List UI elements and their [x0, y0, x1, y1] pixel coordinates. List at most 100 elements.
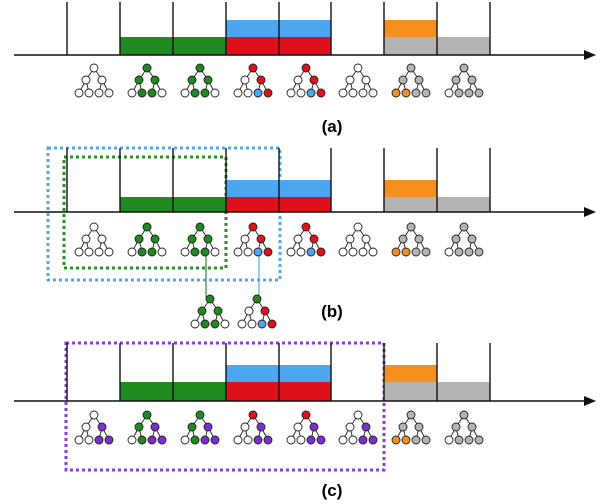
tree-leaf-node: [210, 435, 220, 445]
tree-leaf-node: [147, 435, 157, 445]
tree-leaf-node: [200, 88, 210, 98]
tree-leaf-node: [190, 88, 200, 98]
extracted-tree: [190, 294, 230, 329]
tree-mid-node: [414, 422, 424, 432]
bar-red-segment: [279, 37, 331, 55]
tree-root-node: [406, 410, 416, 420]
tree-leaf-node: [296, 88, 306, 98]
tree-root-node: [459, 222, 469, 232]
tree-mid-node: [309, 422, 319, 432]
tree-leaf-node: [180, 88, 190, 98]
tree-leaf-node: [348, 247, 358, 257]
tree-root-node: [406, 222, 416, 232]
tree-leaf-node: [444, 435, 454, 445]
tree-leaf-node: [421, 247, 431, 257]
tree-leaf-node: [253, 247, 263, 257]
bar-blue-segment: [279, 20, 331, 37]
tree-leaf-node: [210, 88, 220, 98]
tree-leaf-node: [190, 319, 200, 329]
tree-leaf-node: [316, 247, 326, 257]
tree-leaf-node: [127, 88, 137, 98]
tree-leaf-node: [94, 88, 104, 98]
tree-mid-node: [451, 234, 461, 244]
bar-red-segment: [226, 37, 279, 55]
tree-leaf-node: [237, 319, 247, 329]
state-tree: [338, 410, 378, 445]
tree-leaf-node: [474, 247, 484, 257]
tree-leaf-node: [263, 88, 273, 98]
tree-leaf-node: [137, 88, 147, 98]
tree-mid-node: [361, 422, 371, 432]
bar-layer: [120, 20, 490, 401]
tree-mid-node: [467, 422, 477, 432]
tree-mid-node: [187, 234, 197, 244]
tree-leaf-node: [257, 319, 267, 329]
tree-leaf-node: [444, 247, 454, 257]
state-tree: [74, 410, 114, 445]
tree-mid-node: [398, 422, 408, 432]
tree-mid-node: [81, 422, 91, 432]
tree-leaf-node: [104, 435, 114, 445]
state-tree: [338, 63, 378, 98]
tree-leaf-node: [338, 435, 348, 445]
blue-dotted-box: [46, 146, 282, 282]
tree-leaf-node: [147, 88, 157, 98]
tree-mid-node: [134, 422, 144, 432]
tree-leaf-node: [233, 247, 243, 257]
tree-leaf-node: [296, 247, 306, 257]
state-tree: [391, 410, 431, 445]
tree-mid-node: [134, 75, 144, 85]
tree-root-node: [353, 222, 363, 232]
tree-leaf-node: [180, 247, 190, 257]
state-tree: [286, 222, 326, 257]
bar-blue-segment: [226, 180, 279, 197]
tree-leaf-node: [200, 247, 210, 257]
tree-leaf-node: [84, 435, 94, 445]
tree-mid-node: [293, 422, 303, 432]
tree-mid-node: [81, 234, 91, 244]
state-tree: [444, 410, 484, 445]
state-tree: [286, 410, 326, 445]
bar-green: [120, 382, 173, 401]
tree-leaf-node: [157, 247, 167, 257]
tree-mid-node: [197, 306, 207, 316]
bar-red-segment: [226, 382, 279, 401]
bar-gray-segment: [384, 382, 437, 401]
bar-gray: [437, 382, 490, 401]
axis-arrowhead: [584, 50, 596, 60]
state-tree: [180, 222, 220, 257]
tree-leaf-node: [210, 247, 220, 257]
tree-leaf-node: [368, 88, 378, 98]
tree-leaf-node: [391, 435, 401, 445]
tree-leaf-node: [94, 247, 104, 257]
state-tree: [444, 63, 484, 98]
tree-root-node: [248, 410, 258, 420]
tree-leaf-node: [157, 88, 167, 98]
bar-blue-segment: [279, 180, 331, 197]
tree-leaf-node: [338, 247, 348, 257]
tree-root-node: [252, 294, 262, 304]
tree-mid-node: [203, 234, 213, 244]
tree-root-node: [459, 410, 469, 420]
tree-leaf-node: [157, 435, 167, 445]
tree-leaf-node: [94, 435, 104, 445]
tree-root-node: [248, 63, 258, 73]
bar-orange-segment: [384, 180, 437, 197]
tree-mid-node: [414, 75, 424, 85]
bar-green: [120, 197, 173, 212]
state-tree: [127, 410, 167, 445]
tree-leaf-node: [464, 88, 474, 98]
tree-leaf-node: [147, 247, 157, 257]
axis-layer: [14, 2, 596, 406]
tree-leaf-node: [243, 247, 253, 257]
tree-leaf-node: [247, 319, 257, 329]
tree-root-node: [142, 410, 152, 420]
tree-mid-node: [97, 422, 107, 432]
extracted-tree: [237, 294, 277, 329]
tree-leaf-node: [253, 435, 263, 445]
tree-mid-node: [451, 422, 461, 432]
tree-leaf-node: [306, 435, 316, 445]
tree-leaf-node: [263, 435, 273, 445]
tree-mid-node: [309, 75, 319, 85]
tree-mid-node: [398, 75, 408, 85]
